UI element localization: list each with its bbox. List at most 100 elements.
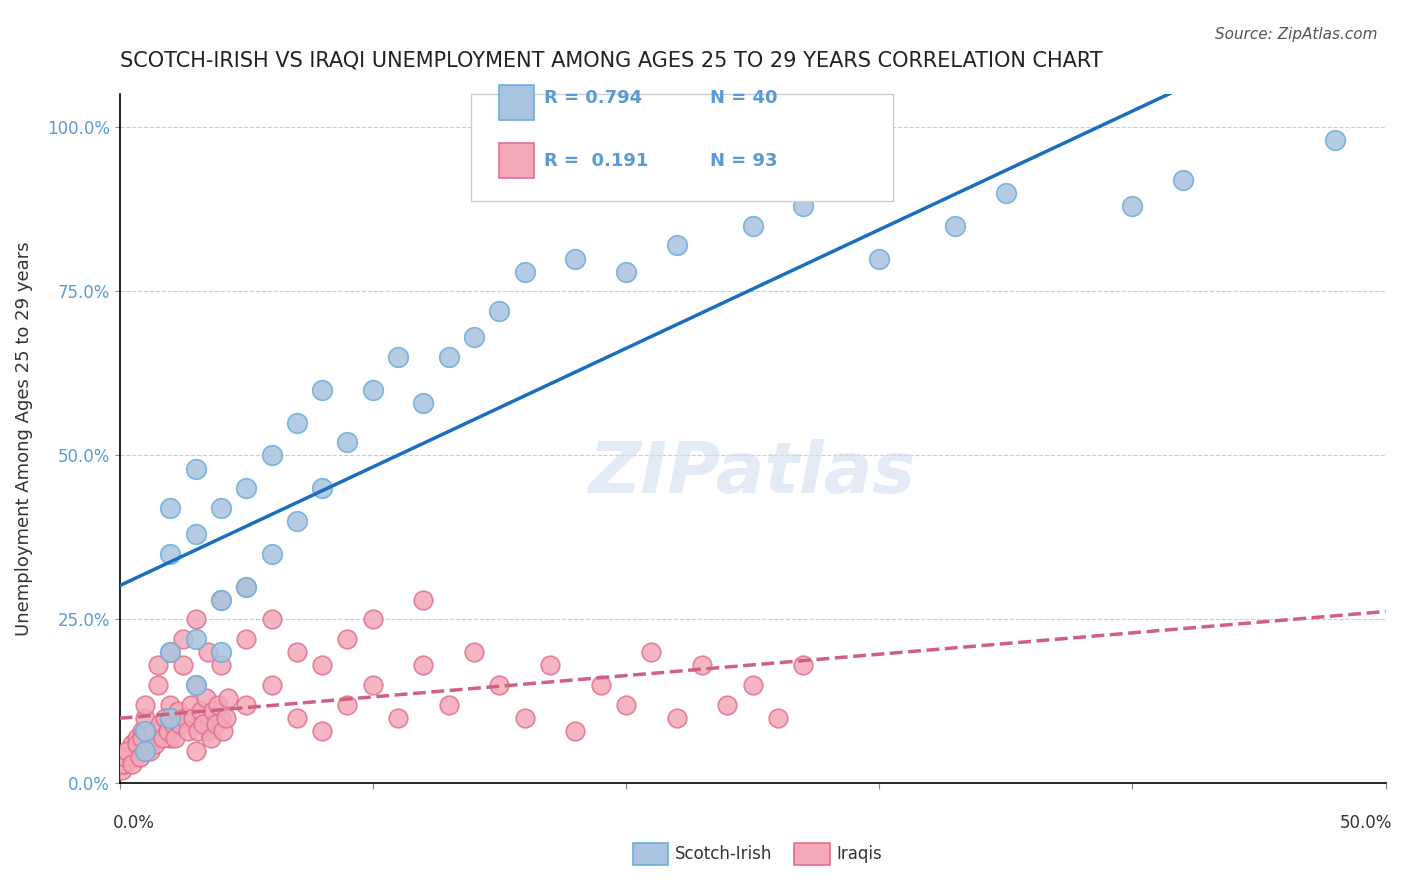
Point — [311, 481, 333, 495]
Point — [260, 678, 283, 692]
Point — [513, 265, 536, 279]
Point — [159, 645, 181, 659]
Point — [131, 724, 153, 739]
Text: R = 0.794: R = 0.794 — [544, 89, 643, 107]
Point — [260, 612, 283, 626]
Point — [184, 744, 207, 758]
Text: Source: ZipAtlas.com: Source: ZipAtlas.com — [1215, 27, 1378, 42]
Point — [121, 737, 143, 751]
Point — [260, 547, 283, 561]
Point — [285, 645, 308, 659]
Point — [741, 219, 763, 233]
Point — [212, 724, 235, 739]
Point — [187, 724, 209, 739]
Point — [412, 658, 434, 673]
Point — [209, 645, 232, 659]
Point — [172, 632, 194, 647]
Point — [614, 265, 637, 279]
Point — [146, 724, 169, 739]
Point — [131, 731, 153, 745]
Point — [564, 724, 586, 739]
Point — [159, 731, 181, 745]
Point — [207, 698, 229, 712]
Point — [114, 750, 136, 764]
Point — [124, 750, 146, 764]
Point — [235, 580, 257, 594]
Text: N = 40: N = 40 — [710, 89, 778, 107]
Point — [665, 711, 688, 725]
Point — [792, 658, 814, 673]
Point — [387, 711, 409, 725]
Point — [172, 711, 194, 725]
Point — [209, 592, 232, 607]
Point — [111, 764, 134, 778]
Point — [285, 514, 308, 528]
Point — [127, 731, 149, 745]
Y-axis label: Unemployment Among Ages 25 to 29 years: Unemployment Among Ages 25 to 29 years — [15, 242, 32, 636]
Point — [412, 592, 434, 607]
Point — [614, 698, 637, 712]
Point — [336, 698, 359, 712]
Point — [121, 756, 143, 771]
Point — [463, 645, 485, 659]
Point — [716, 698, 738, 712]
Point — [209, 711, 232, 725]
Point — [589, 678, 612, 692]
Point — [134, 744, 156, 758]
Text: SCOTCH-IRISH VS IRAQI UNEMPLOYMENT AMONG AGES 25 TO 29 YEARS CORRELATION CHART: SCOTCH-IRISH VS IRAQI UNEMPLOYMENT AMONG… — [120, 51, 1102, 70]
Point — [1171, 173, 1194, 187]
Point — [184, 678, 207, 692]
Point — [159, 698, 181, 712]
Point — [184, 632, 207, 647]
Point — [174, 711, 197, 725]
Point — [115, 744, 138, 758]
Point — [139, 744, 162, 758]
Point — [162, 717, 184, 731]
Point — [118, 744, 141, 758]
Point — [412, 396, 434, 410]
Point — [159, 547, 181, 561]
Point — [766, 711, 789, 725]
Point — [190, 704, 212, 718]
Point — [868, 252, 890, 266]
Point — [538, 658, 561, 673]
Point — [640, 645, 662, 659]
Point — [146, 658, 169, 673]
Point — [184, 612, 207, 626]
Point — [134, 711, 156, 725]
Point — [488, 304, 510, 318]
Text: R =  0.191: R = 0.191 — [544, 152, 648, 169]
Point — [177, 724, 200, 739]
Point — [184, 678, 207, 692]
Point — [128, 744, 150, 758]
Point — [215, 711, 238, 725]
Point — [311, 383, 333, 397]
Point — [994, 186, 1017, 200]
Text: 0.0%: 0.0% — [114, 814, 155, 832]
Point — [218, 691, 240, 706]
Point — [159, 711, 181, 725]
Point — [200, 731, 222, 745]
Point — [665, 238, 688, 252]
Point — [209, 658, 232, 673]
Point — [361, 678, 384, 692]
Point — [179, 698, 201, 712]
Point — [114, 756, 136, 771]
Point — [146, 678, 169, 692]
Point — [1121, 199, 1143, 213]
Point — [152, 731, 174, 745]
Point — [197, 645, 219, 659]
Point — [336, 632, 359, 647]
Point — [209, 592, 232, 607]
Point — [564, 252, 586, 266]
Point — [156, 724, 179, 739]
Point — [741, 678, 763, 692]
Point — [311, 658, 333, 673]
Text: 50.0%: 50.0% — [1340, 814, 1392, 832]
Point — [141, 724, 163, 739]
Point — [260, 449, 283, 463]
Point — [463, 330, 485, 344]
Point — [690, 658, 713, 673]
Point — [134, 724, 156, 739]
Text: ZIPatlas: ZIPatlas — [589, 439, 917, 508]
